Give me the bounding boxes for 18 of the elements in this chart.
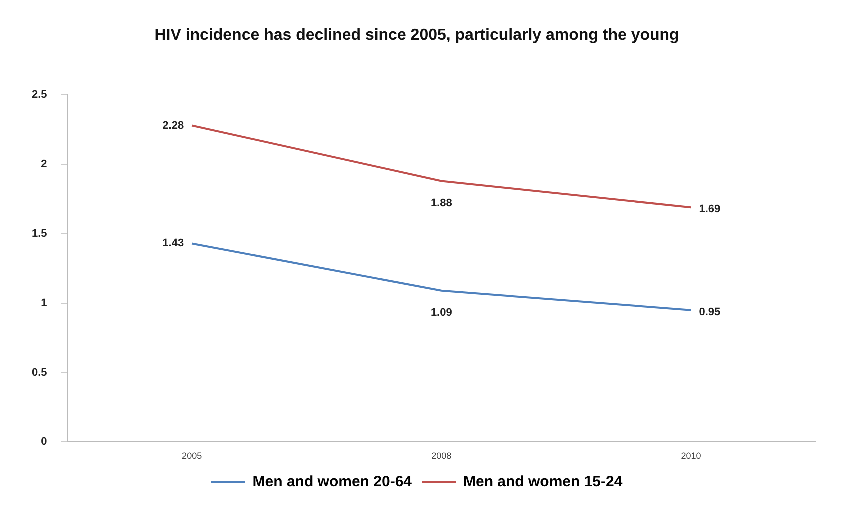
x-tick-label: 2008 [432, 451, 452, 462]
y-tick-label: 0.5 [32, 366, 48, 379]
x-tick-label: 2005 [182, 451, 202, 462]
y-tick-label: 2.5 [32, 89, 48, 102]
legend-label: Men and women 15-24 [464, 474, 624, 491]
data-label: 0.95 [699, 306, 721, 318]
legend-label: Men and women 20-64 [252, 474, 413, 491]
data-label: 1.43 [162, 238, 184, 250]
y-tick-label: 2 [41, 158, 48, 171]
chart-title: HIV incidence has declined since 2005, particularly among the young [154, 27, 680, 44]
data-label: 1.09 [430, 306, 452, 319]
data-label: 2.28 [162, 120, 184, 132]
data-label: 1.69 [699, 204, 721, 216]
y-tick-label: 1.5 [32, 228, 48, 240]
x-tick-label: 2010 [681, 451, 702, 462]
data-label: 1.88 [430, 197, 452, 210]
y-tick-label: 0 [41, 436, 48, 448]
y-tick-label: 1 [41, 297, 48, 310]
